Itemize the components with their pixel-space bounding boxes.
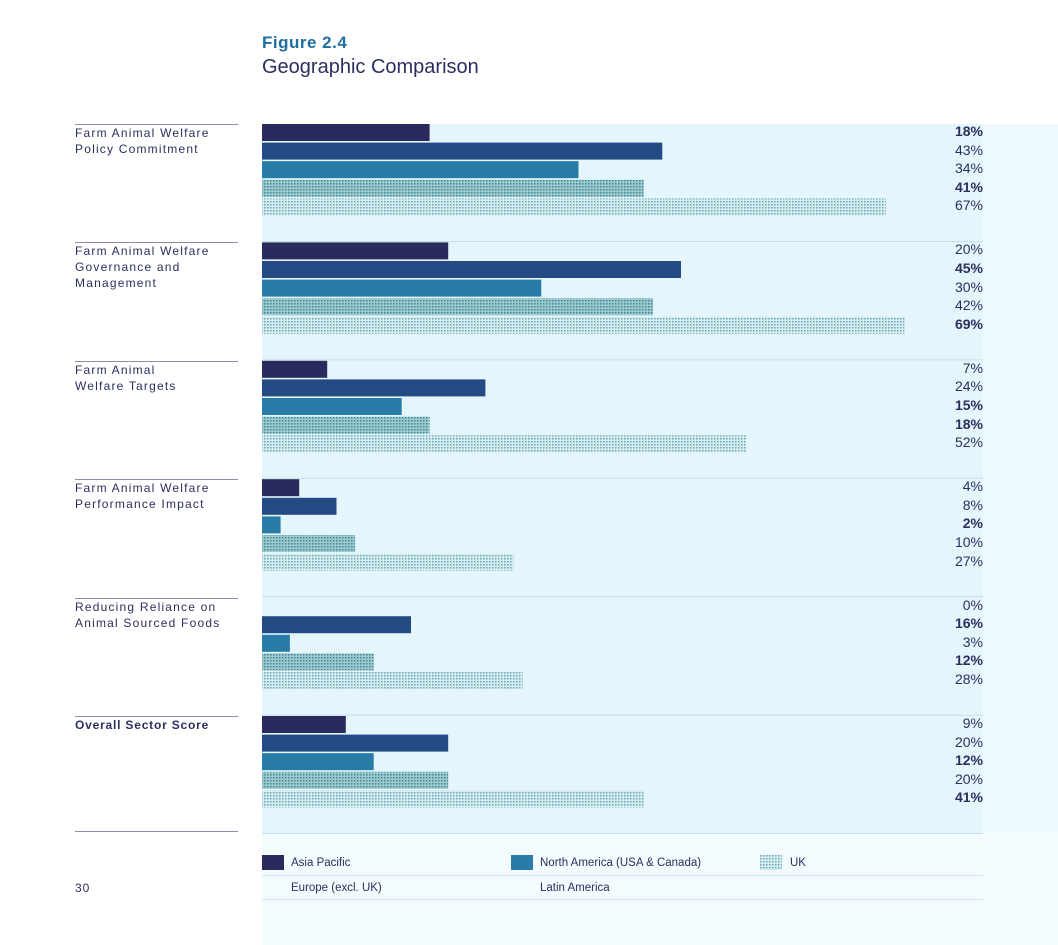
legend-label-uk: UK <box>790 857 806 869</box>
value-label: 12% <box>954 752 983 769</box>
value-label: 18% <box>954 123 983 139</box>
bar-north-america <box>262 398 402 415</box>
legend-panel <box>262 833 1058 945</box>
bar-europe <box>262 261 681 278</box>
bar-uk <box>262 198 886 216</box>
value-label: 41% <box>954 789 983 806</box>
figure-number: Figure 2.4 <box>262 33 348 52</box>
bar-asia-pacific <box>262 479 300 497</box>
category-label: Farm Animal Welfare Targets <box>75 362 177 393</box>
bar-north-america <box>262 161 579 179</box>
value-label: 69% <box>954 315 983 332</box>
page-number: 30 <box>75 881 91 895</box>
value-label: 3% <box>962 633 983 650</box>
value-label: 45% <box>954 260 983 276</box>
bar-europe <box>262 616 411 634</box>
legend-divider <box>262 899 983 900</box>
bar-europe <box>262 142 663 160</box>
value-label: 7% <box>962 359 983 376</box>
value-label: 41% <box>954 178 983 195</box>
category-divider <box>75 716 238 717</box>
bar-europe <box>262 734 449 752</box>
value-label: 30% <box>954 278 983 295</box>
value-label: 9% <box>962 715 983 731</box>
value-label: 42% <box>954 297 983 314</box>
value-label: 18% <box>954 415 983 432</box>
category-divider <box>75 360 238 362</box>
value-label: 67% <box>954 197 983 214</box>
legend-label-north-america: North America (USA & Canada) <box>540 857 702 869</box>
category-divider <box>75 479 238 481</box>
legend-swatch-uk <box>760 855 782 870</box>
value-label: 52% <box>954 434 983 451</box>
bar-europe <box>262 497 337 515</box>
category-divider <box>75 597 238 599</box>
bar-asia-pacific <box>262 242 449 260</box>
value-label: 24% <box>954 378 983 395</box>
legend-swatch-asia-pacific <box>262 855 284 870</box>
panel-margin <box>983 124 1058 833</box>
value-label: 43% <box>954 141 983 158</box>
value-label: 28% <box>954 671 983 687</box>
value-label: 16% <box>954 615 983 632</box>
category-divider <box>75 242 238 244</box>
value-label: 27% <box>954 552 983 569</box>
value-label: 20% <box>954 733 983 750</box>
value-label: 8% <box>962 496 983 513</box>
value-label: 15% <box>954 397 983 413</box>
value-label: 12% <box>954 652 983 669</box>
category-label: Farm Animal Welfare Policy Commitment <box>75 126 210 156</box>
bar-north-america <box>262 753 374 771</box>
bar-latin-america <box>262 653 374 671</box>
bar-uk <box>262 553 514 571</box>
bar-north-america <box>262 634 290 652</box>
legend-label-europe: Europe (excl. UK) <box>291 882 382 894</box>
legend-label-latin-america: Latin America <box>540 882 610 894</box>
legend-divider <box>262 875 983 876</box>
category-label: Farm Animal Welfare Governance and Manag… <box>75 244 210 291</box>
category-divider <box>75 124 238 125</box>
bar-latin-america <box>262 416 430 434</box>
category-label: Farm Animal Welfare Performance Impact <box>75 481 210 512</box>
bar-uk <box>262 790 644 808</box>
legend-label-asia-pacific: Asia Pacific <box>291 857 351 869</box>
value-label: 20% <box>954 770 983 787</box>
bar-uk <box>262 672 523 689</box>
category-label: Overall Sector Score <box>75 718 210 732</box>
value-label: 0% <box>962 596 983 613</box>
bottom-divider <box>75 831 238 832</box>
bar-latin-america <box>262 179 644 197</box>
value-label: 4% <box>962 478 983 495</box>
bar-europe <box>262 379 486 397</box>
bar-asia-pacific <box>262 124 430 141</box>
value-label: 2% <box>962 515 983 532</box>
bar-asia-pacific <box>262 716 346 733</box>
value-label: 10% <box>954 534 983 550</box>
value-label: 20% <box>954 241 983 258</box>
bar-uk <box>262 316 905 334</box>
bar-latin-america <box>262 298 653 316</box>
bar-north-america <box>262 516 281 534</box>
bar-uk <box>262 435 747 453</box>
bar-north-america <box>262 279 542 297</box>
bar-latin-america <box>262 535 356 552</box>
bar-latin-america <box>262 771 449 789</box>
category-label: Reducing Reliance on Animal Sourced Food… <box>75 599 221 630</box>
bar-asia-pacific <box>262 360 328 378</box>
figure-title: Geographic Comparison <box>262 56 479 78</box>
value-label: 34% <box>954 160 983 177</box>
legend-swatch-north-america <box>511 855 533 870</box>
